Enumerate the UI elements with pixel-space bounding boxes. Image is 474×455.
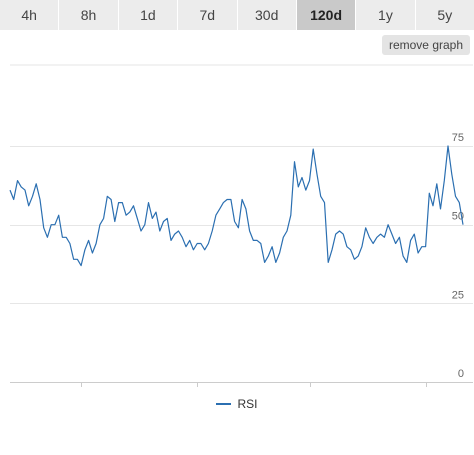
timeframe-tabs: 4h 8h 1d 7d 30d 120d 1y 5y [0,0,474,30]
rsi-chart: 0255075Aug '25Sep '25Oct '25Nov '25 [9,64,473,387]
y-tick-label-0: 0 [458,368,464,380]
remove-graph-button[interactable]: remove graph [382,35,470,55]
tab-7d[interactable]: 7d [178,0,238,30]
legend-line-swatch [216,403,232,405]
tab-1y[interactable]: 1y [356,0,416,30]
tab-4h[interactable]: 4h [0,0,60,30]
tab-5y[interactable]: 5y [415,0,474,30]
y-tick-label-75: 75 [452,132,464,144]
tab-1d[interactable]: 1d [118,0,179,30]
tab-120d[interactable]: 120d [296,0,357,30]
y-tick-label-25: 25 [452,289,464,301]
tab-30d[interactable]: 30d [237,0,297,30]
legend-label: RSI [237,397,258,411]
tab-8h[interactable]: 8h [59,0,119,30]
series-line-rsi [9,145,464,267]
chart-legend: RSI [0,392,474,412]
legend-item-rsi[interactable]: RSI [216,397,258,411]
